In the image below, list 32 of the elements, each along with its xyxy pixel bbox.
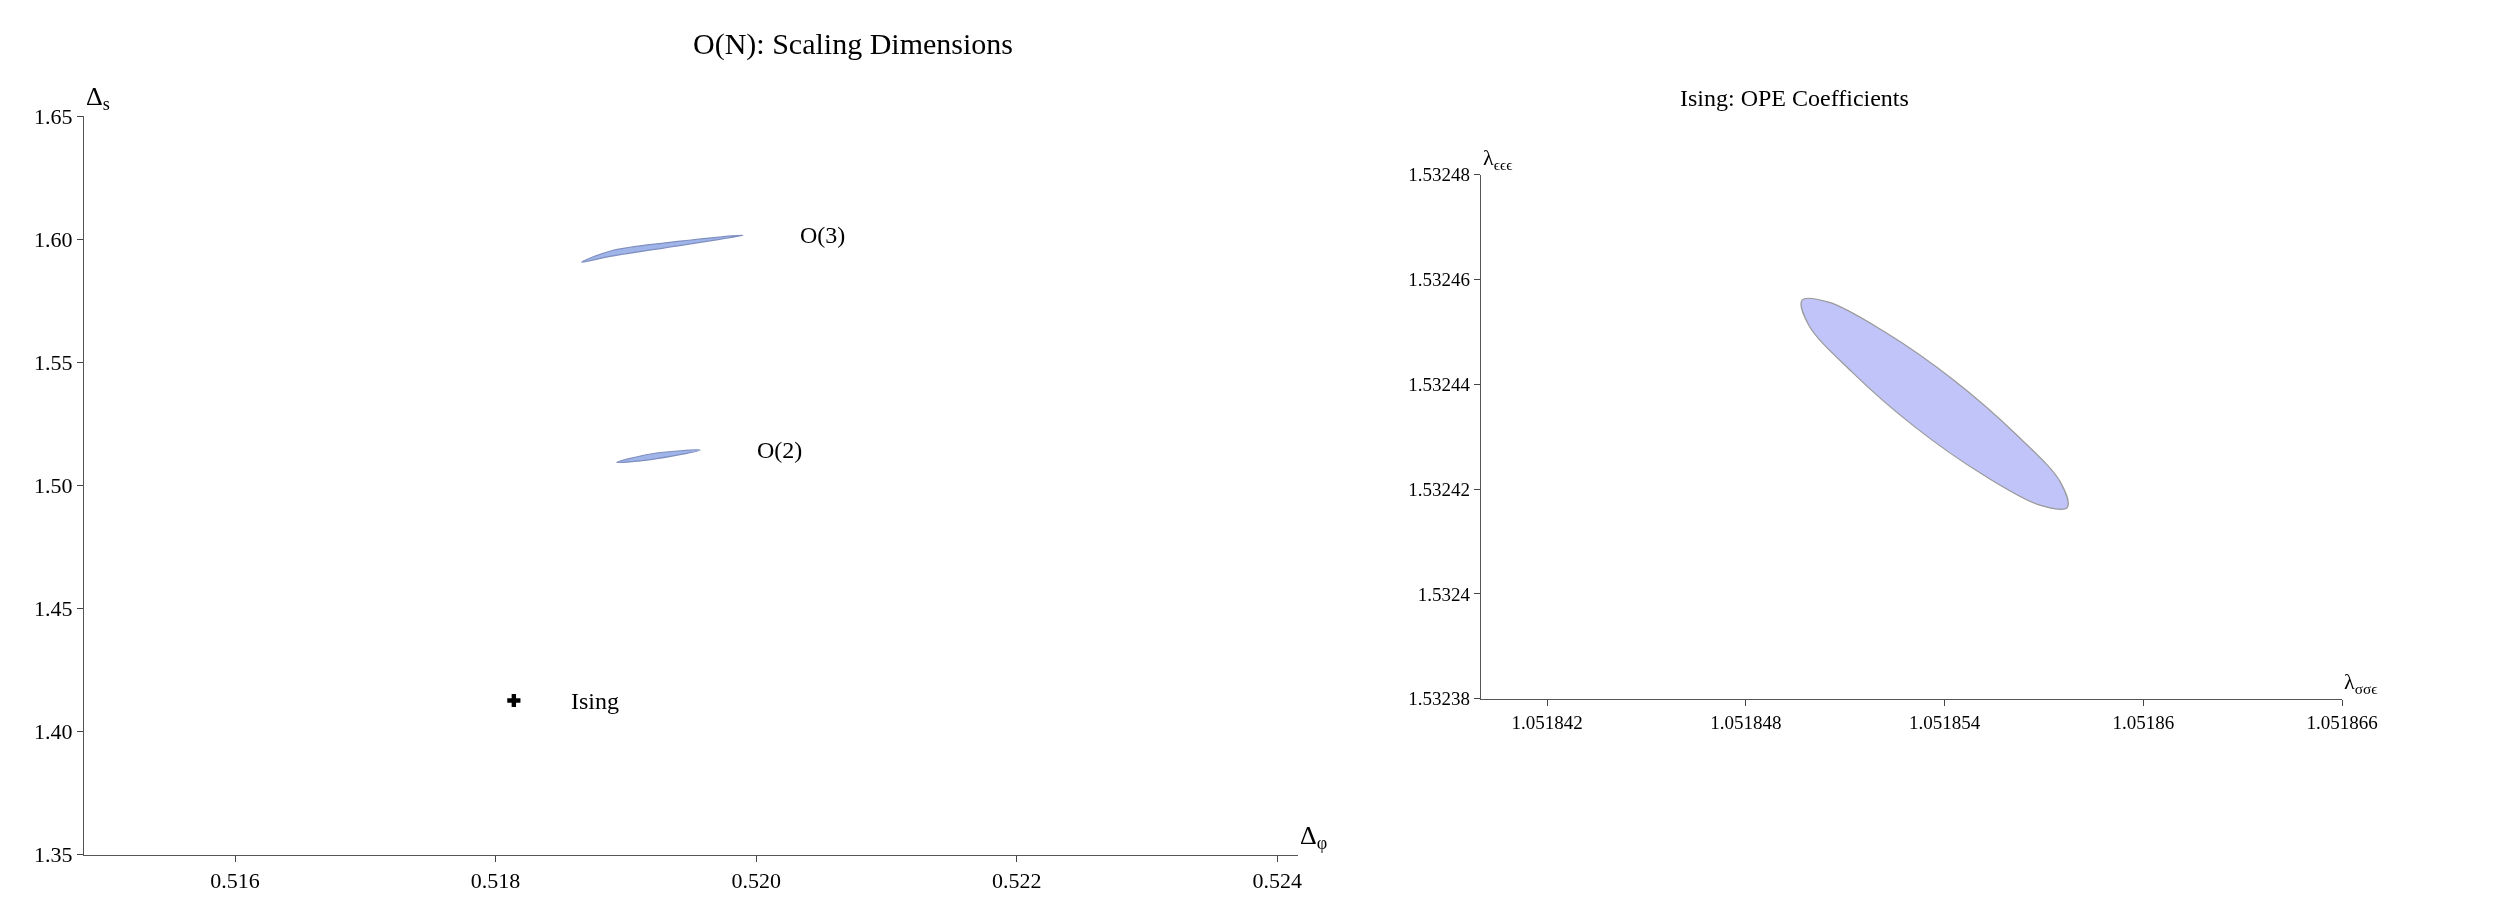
- chart-title: O(N): Scaling Dimensions: [693, 27, 1013, 61]
- y-tick-label: 1.53242: [1408, 478, 1470, 500]
- y-tick-label: 1.40: [34, 719, 73, 745]
- x-axis-title: Δ$_{φ}$: [1300, 821, 1328, 854]
- x-axis-title: λ$_{σσϵ}$: [2344, 669, 2378, 697]
- x-tick-label: 0.522: [992, 867, 1042, 893]
- x-tick-label: 0.520: [731, 867, 781, 893]
- x-tick-label: 1.05186: [2112, 711, 2175, 733]
- y-tick-label: 1.65: [34, 104, 73, 130]
- x-tick-label: 1.051866: [2306, 711, 2378, 733]
- y-tick-label: 1.53246: [1408, 269, 1470, 291]
- y-tick-label: 1.35: [34, 842, 73, 868]
- y-tick-label: 1.53248: [1408, 164, 1470, 186]
- x-tick-label: 1.051842: [1511, 711, 1583, 733]
- y-tick-label: 1.53244: [1408, 374, 1471, 396]
- y-axis-title: Δ$_{s}$: [86, 82, 110, 115]
- y-tick-label: 1.45: [34, 596, 73, 622]
- y-tick-label: 1.5324: [1417, 583, 1471, 605]
- y-tick-label: 1.55: [34, 350, 73, 376]
- y-axis-title: λ$_{ϵϵϵ}$: [1483, 145, 1513, 173]
- x-tick-label: 0.518: [470, 867, 521, 893]
- annotation: O(3): [800, 222, 846, 248]
- annotation: Ising: [571, 688, 619, 714]
- chart-title: Ising: OPE Coefficients: [1680, 85, 1909, 111]
- x-tick-label: 1.051854: [1908, 711, 1981, 733]
- x-tick-label: 0.524: [1252, 867, 1303, 893]
- y-tick-label: 1.50: [34, 473, 73, 499]
- y-tick-label: 1.53238: [1408, 688, 1470, 710]
- x-tick-label: 1.051848: [1710, 711, 1782, 733]
- y-tick-label: 1.60: [34, 227, 73, 253]
- annotation: O(2): [757, 437, 803, 463]
- x-tick-label: 0.516: [210, 867, 260, 893]
